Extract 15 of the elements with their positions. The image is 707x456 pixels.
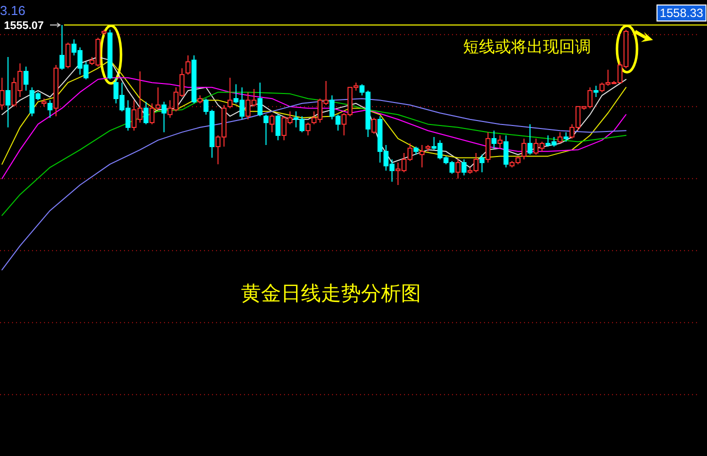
text: 3.16 [0, 3, 26, 18]
annotation: 1555.07 [4, 20, 44, 32]
text: 黄金日线走势分析图 [241, 281, 421, 305]
candlestick [24, 66, 28, 92]
candlestick [564, 132, 568, 142]
candlestick [60, 24, 64, 70]
candlestick [420, 144, 424, 168]
annotation: 短线或将出现回调 [463, 37, 591, 56]
text: 1558.33 [660, 6, 704, 20]
candlestick [0, 77, 4, 110]
candlestick [48, 100, 52, 118]
candlestick [504, 134, 508, 168]
candlestick [480, 154, 484, 173]
candlestick [6, 56, 10, 128]
candlestick [522, 138, 526, 160]
